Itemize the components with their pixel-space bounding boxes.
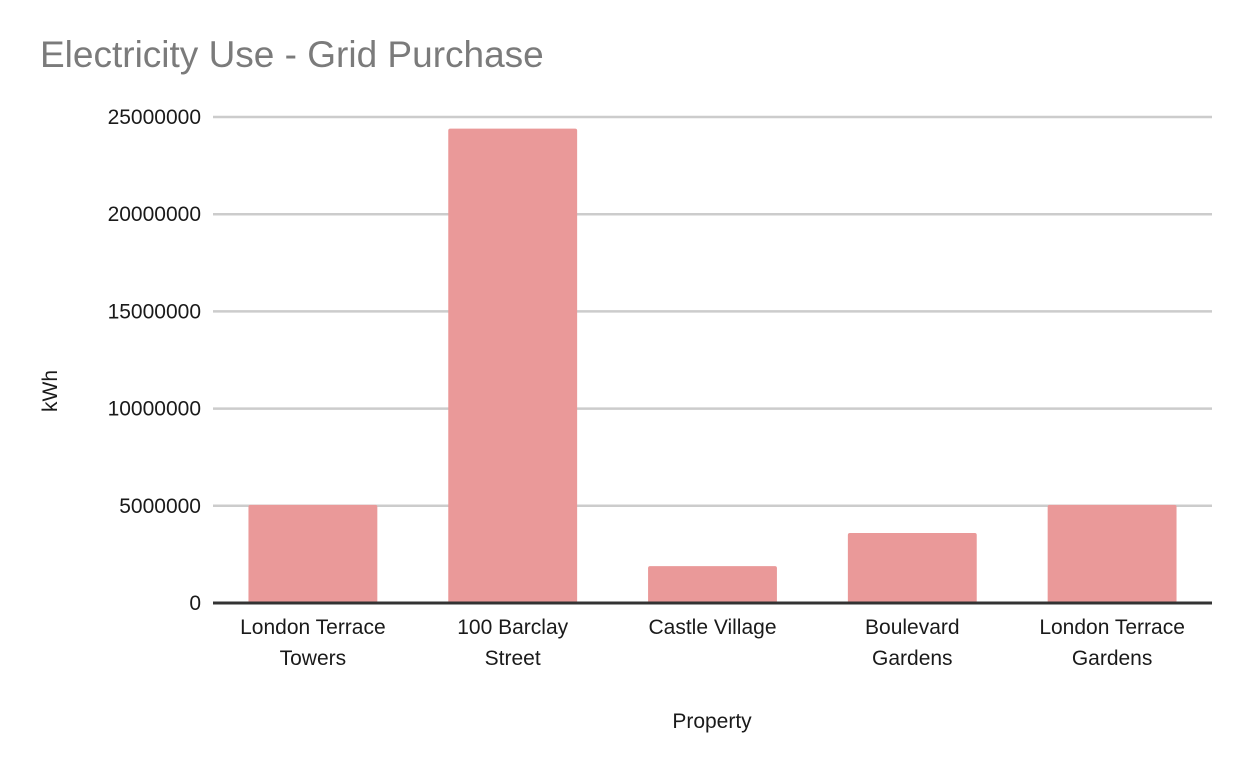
x-category-label: London Terrace Gardens — [1039, 616, 1185, 670]
y-tick-label: 20000000 — [108, 203, 201, 226]
x-axis-categories: London Terrace Towers 100 Barclay Street Cas… — [240, 616, 1185, 670]
bars — [248, 128, 1177, 603]
x-category-label: Castle Village — [648, 616, 776, 639]
bar — [1047, 504, 1177, 603]
x-axis-title: Property — [672, 710, 752, 733]
y-tick-label: 25000000 — [108, 106, 201, 129]
x-category-label: Boulevard Gardens — [865, 616, 960, 670]
bar — [648, 566, 777, 603]
chart-title: Electricity Use - Grid Purchase — [40, 34, 544, 75]
gridlines — [213, 115, 1212, 508]
y-axis-ticks: 0 5000000 10000000 15000000 20000000 25000000 — [108, 106, 201, 615]
y-tick-label: 0 — [189, 592, 201, 615]
x-category-label: 100 Barclay Street — [457, 616, 568, 670]
y-tick-label: 15000000 — [108, 300, 201, 323]
y-tick-label: 10000000 — [108, 398, 201, 421]
bar — [448, 128, 578, 603]
y-tick-label: 5000000 — [119, 495, 201, 518]
bar — [248, 504, 378, 603]
x-category-label: London Terrace Towers — [240, 616, 386, 670]
bar — [847, 533, 977, 603]
y-axis-title: kWh — [39, 370, 62, 412]
